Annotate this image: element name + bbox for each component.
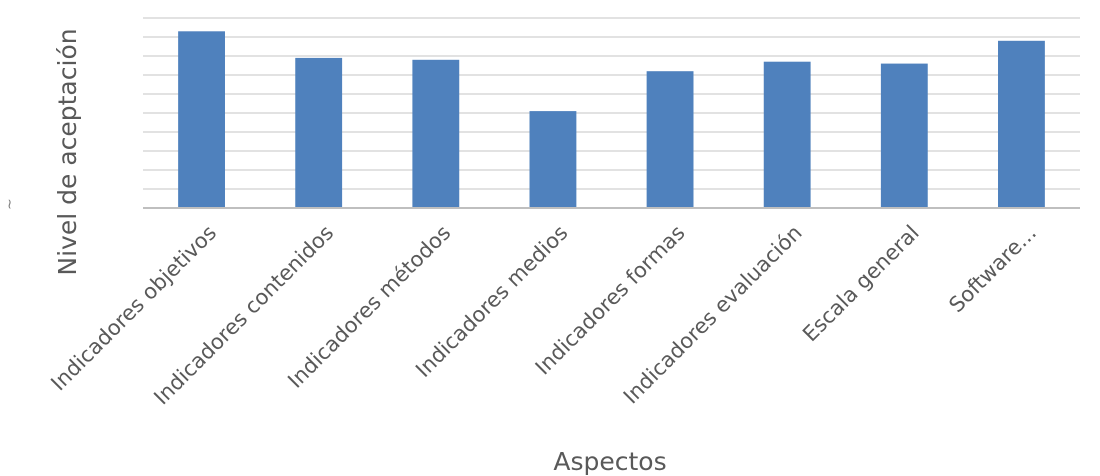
x-axis-title: Aspectos [553, 447, 666, 476]
y-axis-title: Nivel de aceptación [53, 28, 82, 275]
bars [178, 31, 1045, 209]
bar [646, 71, 694, 208]
x-tick-label: Escala general [798, 221, 924, 347]
bar [880, 63, 928, 208]
bar [529, 111, 577, 208]
bar [763, 61, 811, 209]
bar [412, 59, 460, 208]
bar [295, 57, 343, 209]
bar [178, 31, 225, 208]
stray-mark: ∼ [2, 198, 18, 210]
x-tick-label: Software... [944, 221, 1041, 318]
bar [998, 40, 1045, 208]
gridlines [143, 17, 1080, 190]
